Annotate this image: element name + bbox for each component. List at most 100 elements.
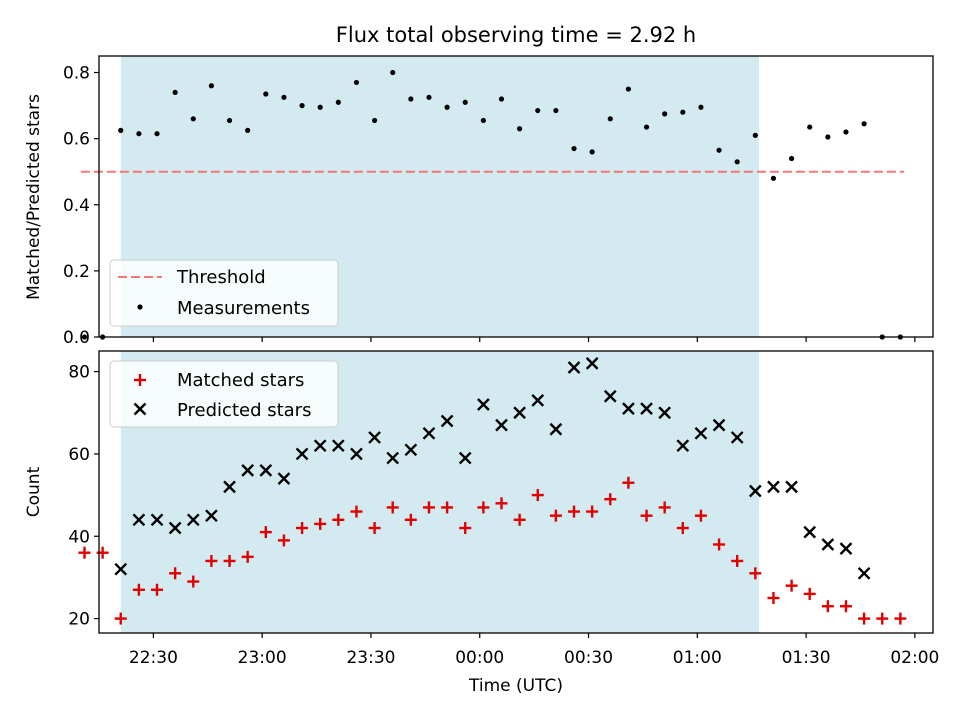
predicted-star-point — [295, 447, 309, 461]
matched-star-point — [78, 546, 91, 559]
predicted-star-point — [640, 402, 653, 415]
measurement-point — [208, 83, 215, 89]
matched-star-point — [314, 517, 327, 530]
matched-star-point — [876, 612, 889, 625]
predicted-star-point — [857, 566, 871, 580]
measurement-point — [426, 94, 432, 100]
predicted-star-point — [168, 521, 182, 535]
legend-measurements-label: Measurements — [177, 298, 310, 319]
matched-star-point — [640, 509, 653, 522]
matched-star-point — [694, 509, 707, 522]
measurement-point — [625, 86, 632, 92]
predicted-star-point — [603, 389, 617, 403]
y-tick-label: 60 — [68, 445, 90, 465]
legend-predicted-label: Predicted stars — [177, 400, 311, 421]
legend-measurements-swatch — [137, 304, 143, 310]
measurement-point — [680, 109, 686, 115]
matched-star-point — [513, 513, 526, 526]
y-tick-label: 0.2 — [63, 262, 90, 282]
measurement-points — [81, 69, 903, 340]
predicted-star-point — [223, 480, 236, 494]
predicted-star-point — [259, 464, 273, 477]
measurement-point — [698, 104, 704, 110]
matched-star-point — [767, 592, 780, 605]
predicted-star-point — [531, 394, 545, 407]
measurement-point — [371, 117, 378, 124]
measurement-point — [734, 159, 740, 165]
bottom-plot-frame — [98, 350, 934, 634]
measurement-point — [462, 99, 468, 105]
count-points — [78, 357, 907, 625]
matched-star-point — [821, 600, 834, 613]
y-tick-label: 0.0 — [63, 328, 90, 348]
predicted-star-point — [495, 418, 508, 432]
matched-star-point — [223, 554, 236, 567]
matched-star-point — [368, 522, 381, 535]
matched-star-point — [568, 505, 581, 518]
predicted-star-point — [150, 513, 164, 527]
predicted-star-point — [114, 562, 128, 576]
measurement-point — [245, 127, 251, 133]
matched-star-point — [132, 583, 145, 596]
matched-star-point — [894, 612, 907, 625]
matched-star-point — [151, 583, 164, 596]
measurement-point — [607, 116, 613, 122]
legend-predicted-swatch — [133, 402, 147, 416]
matched-star-point — [205, 554, 218, 567]
bottom-legend-box — [109, 360, 339, 428]
matched-star-point — [676, 522, 689, 535]
measurement-point — [408, 96, 414, 102]
measurement-point — [299, 102, 305, 109]
predicted-star-point — [277, 472, 291, 485]
x-tick-label: 22:30 — [129, 648, 178, 668]
top-legend: Threshold Measurements — [109, 259, 339, 327]
matched-star-point — [187, 575, 200, 588]
predicted-star-point — [712, 418, 726, 432]
measurement-point — [662, 111, 668, 117]
y-tick-label: 0.4 — [63, 196, 90, 216]
matched-star-point — [803, 587, 816, 600]
measurement-point — [81, 334, 88, 340]
matched-star-point — [332, 513, 345, 526]
bottom-panel: 20 40 60 80 22:30 23:00 23:30 00:00 00:30 01:00 0… — [24, 350, 939, 696]
measurement-point — [444, 104, 450, 110]
predicted-star-point — [785, 480, 798, 494]
measurement-point — [154, 131, 160, 137]
matched-star-point — [495, 497, 508, 510]
matched-star-point — [350, 505, 363, 518]
measurement-point — [553, 107, 559, 114]
predicted-star-point — [422, 426, 436, 440]
measurement-point — [118, 127, 124, 133]
matched-star-point — [622, 476, 635, 489]
predicted-star-point — [513, 406, 526, 420]
predicted-star-point — [658, 406, 672, 420]
matched-star-point — [169, 567, 182, 580]
predicted-star-point — [386, 451, 400, 465]
predicted-star-point — [440, 414, 454, 428]
predicted-star-point — [404, 443, 418, 457]
measurement-point — [390, 69, 396, 76]
matched-star-point — [296, 522, 309, 535]
measurement-point — [190, 116, 196, 122]
x-tick-label: 01:30 — [782, 648, 831, 668]
top-panel: 0.00.20.40.60.8 Matched/Predicted stars … — [24, 55, 934, 348]
measurement-point — [825, 134, 831, 140]
matched-star-point — [549, 509, 562, 522]
measurement-point — [281, 94, 287, 100]
matched-star-point — [259, 526, 272, 539]
matched-star-point — [604, 493, 617, 506]
y-tick-label: 80 — [68, 363, 90, 383]
matched-star-point — [785, 579, 798, 592]
measurement-point — [716, 147, 722, 153]
matched-star-point — [839, 600, 852, 613]
measurement-point — [517, 126, 523, 132]
top-legend-box — [109, 259, 339, 327]
x-tick-label: 01:00 — [673, 648, 722, 668]
legend-matched-label: Matched stars — [177, 370, 304, 391]
matched-star-point — [277, 534, 290, 547]
legend-threshold-label: Threshold — [176, 267, 266, 288]
bottom-legend: Matched stars Predicted stars — [109, 360, 339, 428]
matched-star-point — [441, 501, 454, 514]
measurement-point — [788, 155, 795, 162]
measurement-point — [136, 131, 142, 137]
